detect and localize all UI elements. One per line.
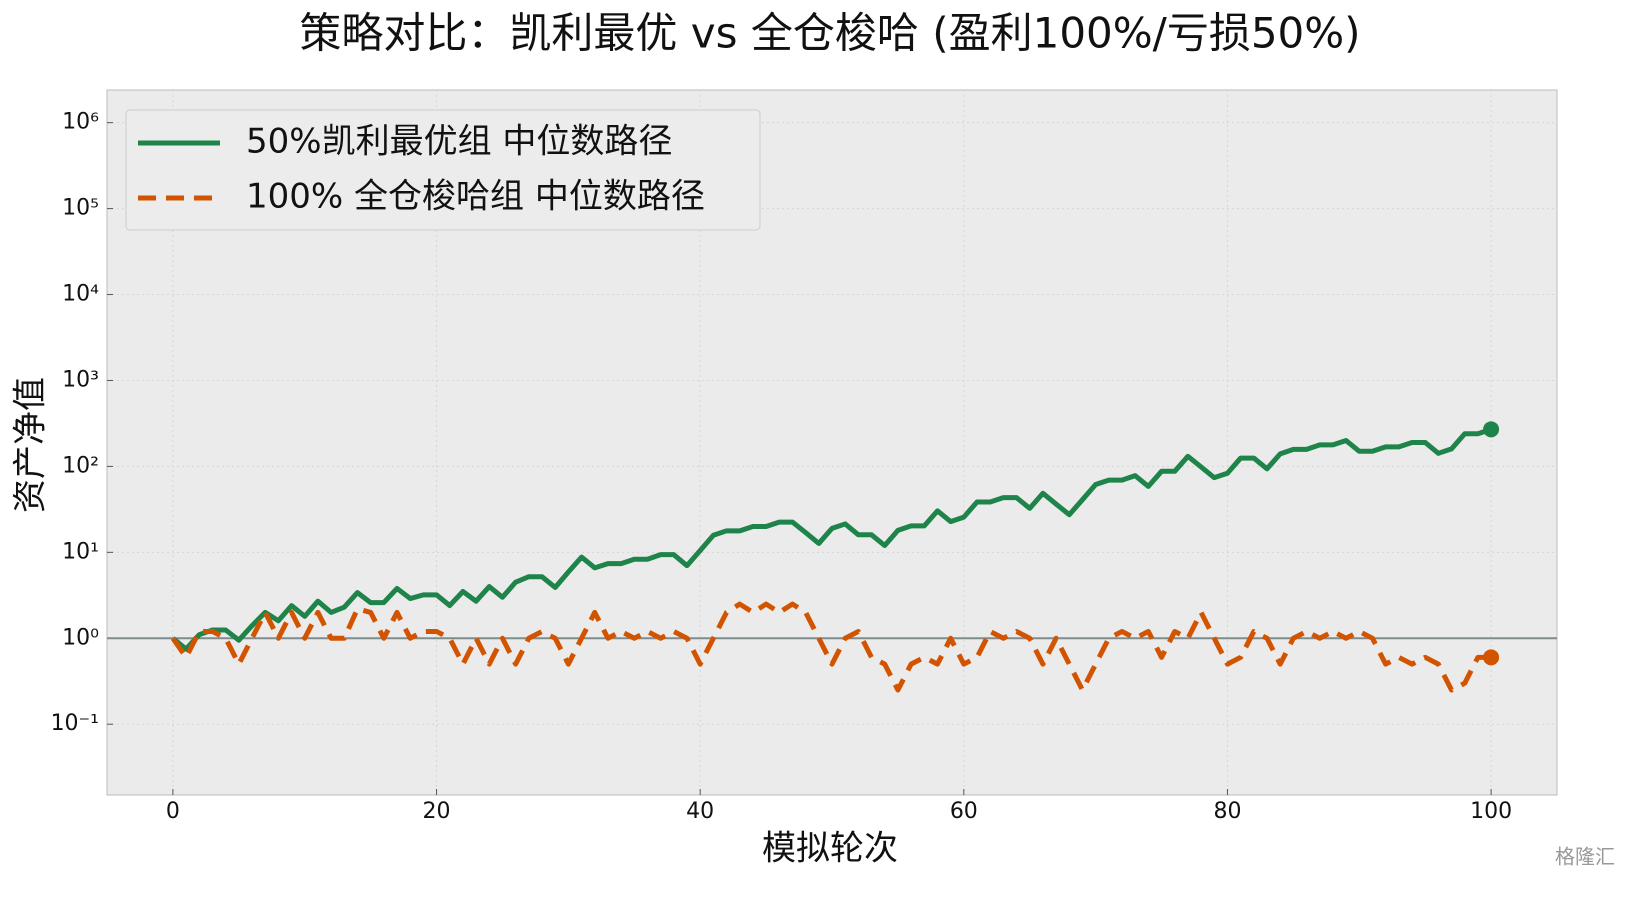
x-tick-label: 60 bbox=[950, 799, 978, 824]
chart-title: 策略对比：凯利最优 vs 全仓梭哈 (盈利100%/亏损50%) bbox=[299, 9, 1360, 58]
y-tick-label: 10⁰ bbox=[62, 625, 99, 650]
x-tick-label: 80 bbox=[1213, 799, 1241, 824]
x-tick-label: 40 bbox=[686, 799, 714, 824]
legend-box bbox=[125, 109, 761, 231]
y-tick-label: 10⁻¹ bbox=[51, 711, 99, 736]
y-tick-label: 10³ bbox=[62, 367, 99, 392]
y-tick-label: 10⁶ bbox=[62, 110, 99, 135]
y-tick-label: 10² bbox=[62, 453, 99, 478]
watermark: 格隆汇 bbox=[1555, 845, 1615, 869]
y-tick-label: 10¹ bbox=[62, 539, 99, 564]
legend-label: 100% 全仓梭哈组 中位数路径 bbox=[246, 177, 705, 217]
y-tick-label: 10⁵ bbox=[62, 196, 99, 221]
x-tick-label: 20 bbox=[423, 799, 451, 824]
end-marker bbox=[1483, 649, 1500, 666]
y-axis-label: 资产净值 bbox=[11, 377, 51, 513]
legend-label: 50%凯利最优组 中位数路径 bbox=[246, 122, 672, 162]
x-tick-label: 100 bbox=[1470, 799, 1512, 824]
end-marker bbox=[1483, 421, 1500, 438]
series-line bbox=[171, 426, 1492, 652]
series-line bbox=[170, 601, 1492, 693]
x-tick-label: 0 bbox=[166, 799, 180, 824]
x-axis-label: 模拟轮次 bbox=[762, 829, 898, 869]
y-tick-label: 10⁴ bbox=[62, 282, 99, 307]
